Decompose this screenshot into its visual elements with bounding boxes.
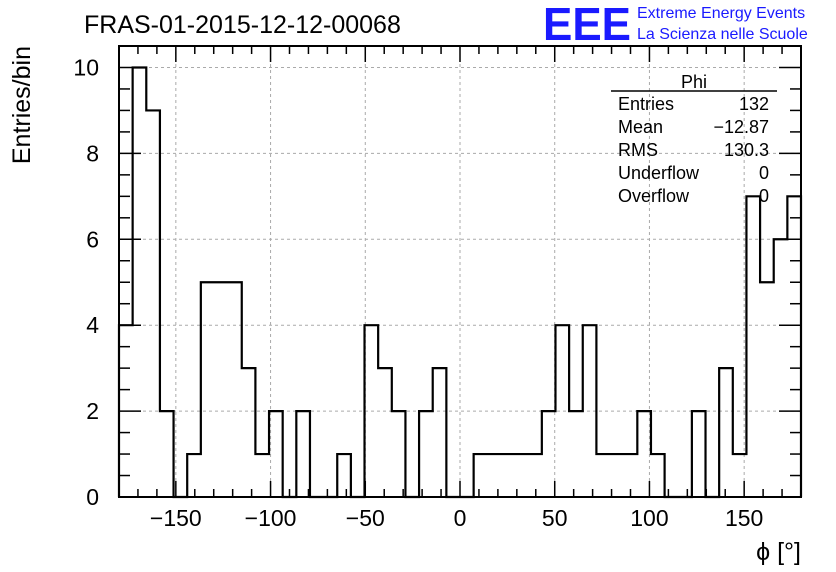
x-tick-label: −150 <box>150 505 202 531</box>
stats-row-value: 130.3 <box>724 140 769 160</box>
stats-row-label: Mean <box>618 117 663 137</box>
y-tick-label: 4 <box>86 312 99 338</box>
y-tick-label: 2 <box>86 398 99 424</box>
stats-title: Phi <box>681 72 707 92</box>
stats-row-value: 0 <box>759 163 769 183</box>
axis-ticks <box>119 45 801 498</box>
stats-row-label: Entries <box>618 94 674 114</box>
y-tick-label: 10 <box>73 54 99 80</box>
logo-line-2: La Scienza nelle Scuole <box>637 26 808 43</box>
stats-row-label: Overflow <box>618 186 690 206</box>
stats-row-value: 0 <box>759 186 769 206</box>
histogram-series-line <box>117 66 803 499</box>
y-tick-label: 0 <box>86 484 99 510</box>
grid-lines <box>119 46 801 497</box>
stats-row-value: 132 <box>739 94 769 114</box>
stats-row-label: RMS <box>618 140 658 160</box>
x-tick-label: 50 <box>542 505 568 531</box>
eee-logo: EEE Extreme Energy Events La Scienza nel… <box>543 0 808 50</box>
y-axis-label: Entries/bin <box>8 46 36 164</box>
y-tick-label: 8 <box>86 140 99 166</box>
x-axis-label: ϕ [°] <box>756 538 801 566</box>
logo-line-1: Extreme Energy Events <box>637 5 805 22</box>
stats-row-value: −12.87 <box>713 117 769 137</box>
x-tick-label: 150 <box>725 505 763 531</box>
stats-row-label: Underflow <box>618 163 700 183</box>
x-tick-label: 0 <box>454 505 467 531</box>
stats-box: Phi Entries 132 Mean −12.87 RMS 130.3 Underflo… <box>611 72 777 206</box>
x-tick-label: 100 <box>630 505 668 531</box>
x-tick-label: −100 <box>245 505 297 531</box>
logo-mark: EEE <box>543 0 631 50</box>
x-tick-label: −50 <box>346 505 385 531</box>
y-tick-label: 6 <box>86 226 99 252</box>
chart-title: FRAS-01-2015-12-12-00068 <box>84 11 401 39</box>
